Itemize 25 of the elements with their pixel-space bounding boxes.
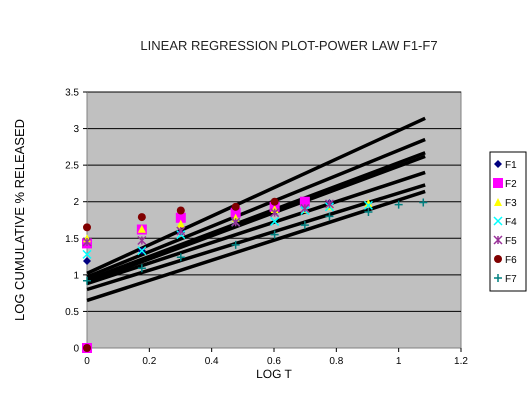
y-tick-label: 1 — [73, 270, 80, 282]
y-tick-label: 3 — [73, 124, 80, 136]
x-tick-label: 0.4 — [204, 356, 220, 367]
legend-label: F3 — [505, 198, 518, 209]
x-tick-label: 0.2 — [142, 356, 157, 367]
y-tick-label: 3.5 — [65, 88, 80, 98]
legend-label: F4 — [505, 217, 518, 228]
legend-label: F6 — [505, 255, 518, 266]
x-axis-title: LOG T — [256, 367, 293, 381]
chart-title: LINEAR REGRESSION PLOT-POWER LAW F1-F7 — [140, 38, 438, 53]
legend-label: F2 — [505, 179, 518, 190]
y-tick-label: 1.5 — [65, 234, 80, 245]
legend-label: F1 — [505, 160, 518, 171]
y-tick-label: 2 — [73, 197, 80, 208]
legend-label: F5 — [505, 236, 518, 247]
y-tick-label: 0 — [73, 344, 80, 354]
x-tick-label: 0.6 — [267, 356, 282, 367]
x-tick-label: 0 — [84, 356, 90, 367]
y-axis-title: LOG CUMULATIVE % RELEASED — [12, 118, 27, 322]
legend-label: F7 — [505, 274, 518, 285]
x-tick-label: 1.2 — [454, 356, 468, 367]
y-tick-label: 2.5 — [65, 160, 80, 172]
y-tick-label: 0.5 — [65, 306, 80, 318]
x-tick-label: 0.8 — [329, 356, 344, 367]
x-tick-label: 1 — [396, 356, 402, 367]
